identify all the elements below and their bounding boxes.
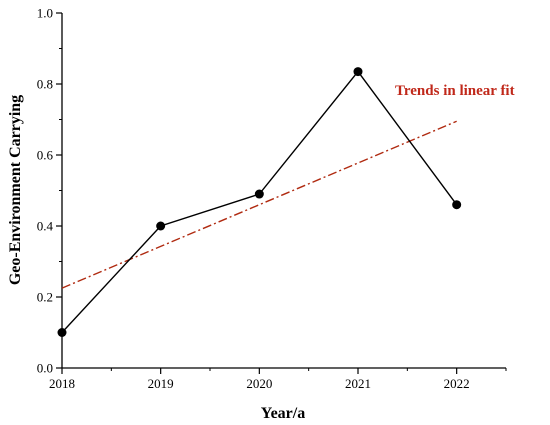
data-point bbox=[452, 200, 462, 210]
y-axis-title: Geo-Environment Carrying bbox=[7, 95, 24, 285]
axes bbox=[61, 13, 506, 369]
y-tick-label: 0.4 bbox=[37, 219, 54, 234]
x-tick-label: 2021 bbox=[345, 376, 371, 391]
trend-line bbox=[61, 120, 457, 289]
x-axis-ticks: 2018 2019 2020 2021 2022 bbox=[49, 368, 507, 391]
data-point bbox=[353, 67, 363, 77]
x-tick-label: 2022 bbox=[444, 376, 470, 391]
y-tick-label: 0.6 bbox=[37, 148, 54, 163]
y-axis-ticks: 0.0 0.2 0.4 0.6 0.8 1.0 bbox=[37, 6, 62, 376]
y-tick-label: 1.0 bbox=[37, 6, 53, 21]
x-axis-title: Year/a bbox=[261, 405, 305, 422]
data-point bbox=[254, 189, 264, 199]
data-point bbox=[156, 221, 166, 231]
trend-line-group bbox=[61, 120, 457, 289]
series-line bbox=[61, 70, 458, 333]
x-tick-label: 2019 bbox=[148, 376, 174, 391]
y-tick-label: 0.2 bbox=[37, 290, 53, 305]
x-tick-label: 2018 bbox=[49, 376, 75, 391]
y-tick-label: 0.8 bbox=[37, 77, 53, 92]
y-tick-label: 0.0 bbox=[37, 361, 53, 376]
series-group bbox=[57, 67, 462, 337]
x-tick-label: 2020 bbox=[246, 376, 272, 391]
trend-annotation: Trends in linear fit bbox=[395, 83, 515, 99]
data-point bbox=[57, 328, 67, 337]
